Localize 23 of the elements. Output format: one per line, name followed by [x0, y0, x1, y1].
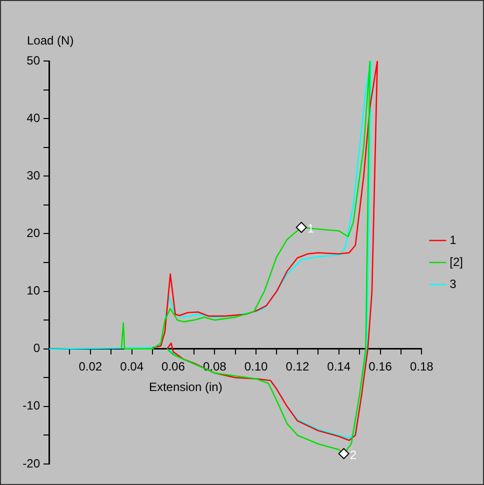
x-tick-label: 0.18 [410, 359, 434, 374]
x-tick-label: 0.08 [202, 359, 227, 374]
x-tick-label: 0.14 [327, 359, 351, 374]
y-axis-title: Load (N) [27, 33, 74, 48]
annotation: 2 [350, 448, 357, 462]
y-tick-label: -10 [22, 398, 40, 413]
y-tick-label: 0 [33, 341, 40, 356]
legend-label: 1 [450, 232, 457, 247]
x-tick-label: 0.06 [162, 359, 186, 374]
y-tick-label: 40 [26, 110, 40, 125]
y-tick-label: 50 [26, 53, 40, 68]
x-tick-label: 0.16 [368, 359, 392, 374]
y-tick-label: -20 [22, 456, 40, 470]
legend-label: 3 [450, 276, 457, 291]
y-tick-label: 10 [26, 284, 40, 298]
x-tick-label: 0.02 [78, 359, 102, 374]
y-tick-label: 30 [26, 168, 40, 182]
y-tick-label: 20 [26, 226, 40, 240]
x-axis-title: Extension (in) [148, 380, 222, 394]
x-tick-label: 0.12 [286, 359, 310, 374]
x-tick-label: 0.10 [244, 359, 268, 374]
legend-label: [2] [450, 254, 463, 269]
x-tick-label: 0.04 [120, 359, 144, 374]
